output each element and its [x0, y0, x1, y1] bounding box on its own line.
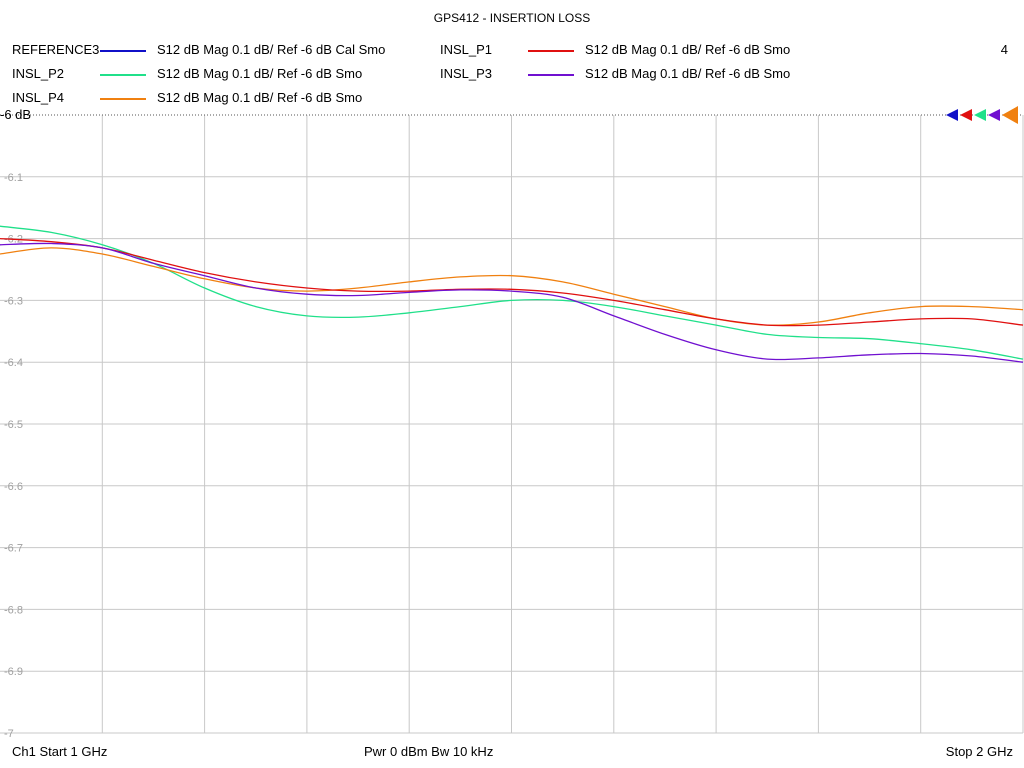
y-tick-labels: -6.1-6.2-6.3-6.4-6.5-6.6-6.7-6.8-6.9-7 [4, 172, 23, 740]
y-tick-label: -6.4 [4, 357, 23, 369]
trace-insl-p4 [0, 247, 1024, 326]
y-tick-label: -6.9 [4, 666, 23, 678]
chart-legend: REFERENCE3 S12 dB Mag 0.1 dB/ Ref -6 dB … [0, 0, 1024, 110]
trace-insl-p3 [0, 242, 1024, 363]
y-tick-label: -6.6 [4, 481, 23, 493]
y-tick-label: -7 [4, 728, 14, 740]
y-tick-label: -6.3 [4, 295, 23, 307]
trace-insl-p1 [0, 237, 1024, 327]
legend-swatch [100, 98, 146, 100]
ref-marker-insl-p1 [960, 109, 972, 121]
chart-traces [0, 225, 1024, 363]
reference-level-label: -6 dB [0, 107, 32, 122]
ref-marker-insl-p2 [974, 109, 986, 121]
legend-series-name: INSL_P4 [12, 90, 65, 105]
legend-series-desc: S12 dB Mag 0.1 dB/ Ref -6 dB Smo [585, 42, 791, 57]
legend-series-name: INSL_P1 [440, 42, 493, 57]
stimulus-start: Ch1 Start 1 GHz [12, 744, 108, 759]
stimulus-power-bandwidth: Pwr 0 dBm Bw 10 kHz [364, 744, 494, 759]
legend-swatch [528, 50, 574, 52]
ref-marker-reference3 [946, 109, 958, 121]
legend-swatch [100, 50, 146, 52]
legend-series-desc: S12 dB Mag 0.1 dB/ Ref -6 dB Smo [157, 90, 363, 105]
legend-series-name: INSL_P2 [12, 66, 65, 81]
y-tick-label: -6.5 [4, 419, 23, 431]
y-tick-label: -6.7 [4, 543, 23, 555]
stimulus-stop: Stop 2 GHz [945, 744, 1013, 759]
y-tick-label: -6.1 [4, 172, 23, 184]
chart-title: GPS412 - INSERTION LOSS [433, 11, 591, 25]
reference-markers [946, 106, 1018, 124]
ref-marker-insl-p3 [988, 109, 1000, 121]
chart-grid [0, 114, 1024, 734]
legend-series-name: INSL_P3 [440, 66, 493, 81]
legend-series-desc: S12 dB Mag 0.1 dB/ Ref -6 dB Smo [585, 66, 791, 81]
legend-series-desc: S12 dB Mag 0.1 dB/ Ref -6 dB Smo [157, 66, 363, 81]
legend-swatch [100, 74, 146, 76]
legend-series-desc: S12 dB Mag 0.1 dB/ Ref -6 dB Cal Smo [157, 42, 386, 57]
marker-count: 4 [1000, 42, 1008, 57]
ref-marker-insl-p4 [1002, 106, 1018, 124]
legend-swatch [528, 74, 574, 76]
y-tick-label: -6.8 [4, 604, 23, 616]
legend-series-name: REFERENCE3 [12, 42, 100, 57]
